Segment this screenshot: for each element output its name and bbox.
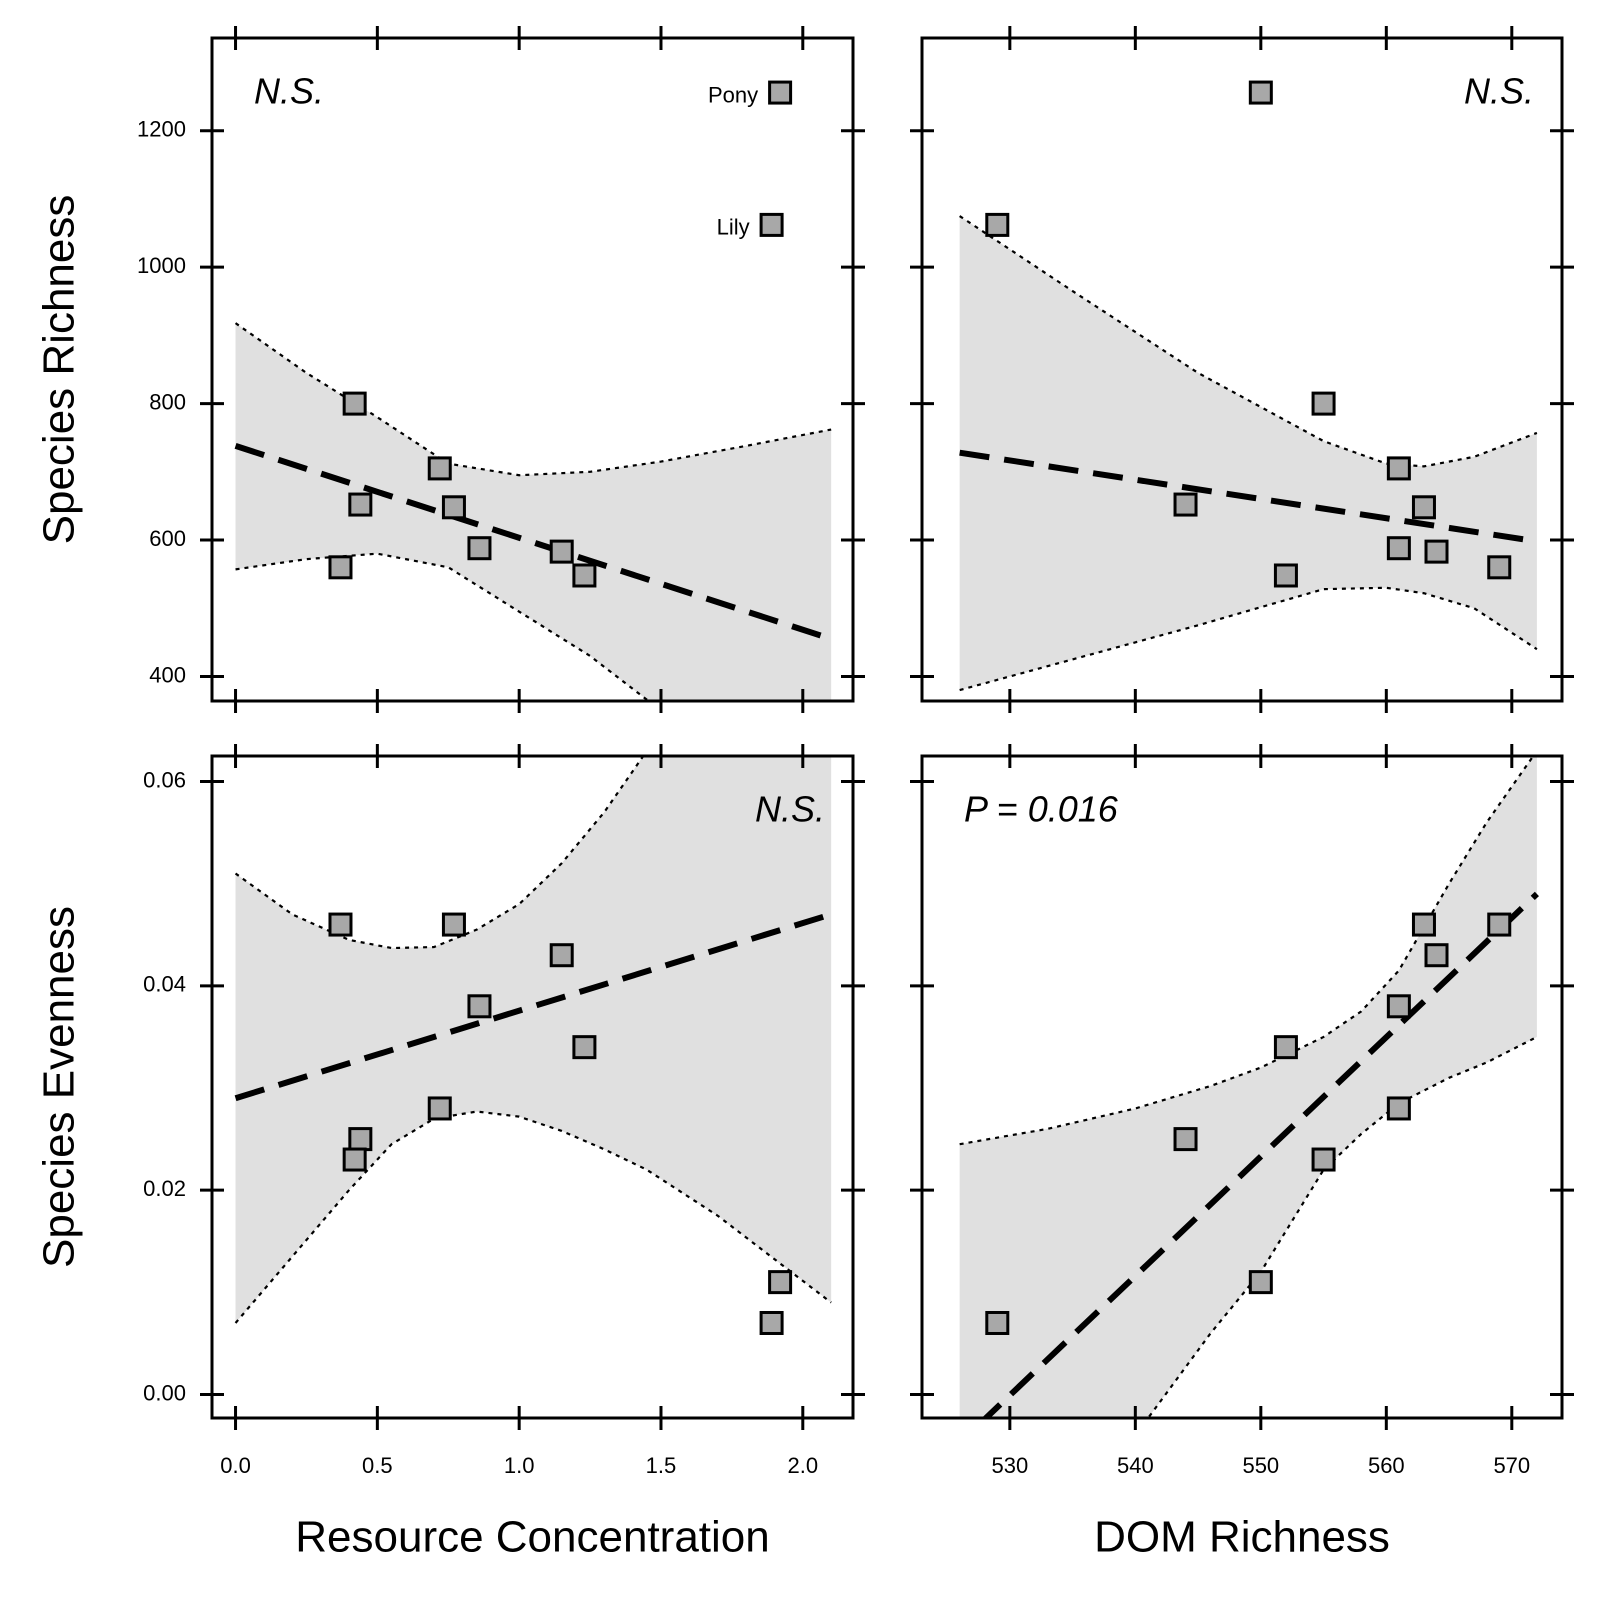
y-tick-label: 0.06 — [143, 767, 186, 792]
panel — [959, 756, 1539, 1418]
point — [1273, 563, 1298, 588]
x-tick-label: 540 — [1117, 1453, 1154, 1478]
x-tick-label: 530 — [991, 1453, 1028, 1478]
point — [572, 563, 597, 588]
fit-line — [959, 449, 1538, 545]
x-tick-label: 560 — [1368, 1453, 1405, 1478]
point — [1311, 1147, 1336, 1172]
point — [1248, 1270, 1273, 1295]
panel-frame — [920, 36, 1564, 703]
x-tick-label: 2.0 — [788, 1453, 819, 1478]
point — [1411, 912, 1436, 937]
y-tick-label: 0.02 — [143, 1176, 186, 1201]
point-label: Pony — [708, 82, 758, 107]
confidence-upper — [959, 756, 1535, 1146]
point — [759, 212, 784, 237]
x-tick-label: 570 — [1493, 1453, 1530, 1478]
point — [1487, 555, 1512, 580]
x-tick-label: 1.0 — [504, 1453, 535, 1478]
point — [549, 943, 574, 968]
point — [985, 212, 1010, 237]
y-tick-label: 1000 — [137, 253, 186, 278]
x-tick-label: 550 — [1242, 1453, 1279, 1478]
x-axis-title: Resource Concentration — [295, 1513, 769, 1562]
point — [1424, 539, 1449, 564]
point — [1173, 492, 1198, 517]
point — [441, 495, 466, 520]
annotation: N.S. — [254, 71, 324, 112]
annotation: N.S. — [1464, 71, 1534, 112]
point — [467, 994, 492, 1019]
point — [549, 539, 574, 564]
point — [768, 80, 793, 105]
point — [328, 912, 353, 937]
point-label: Lily — [717, 215, 750, 240]
x-tick-label: 0.0 — [220, 1453, 251, 1478]
point — [348, 1127, 373, 1152]
y-axis-title: Species Evenness — [35, 906, 84, 1268]
point — [427, 1096, 452, 1121]
y-tick-label: 1200 — [137, 117, 186, 142]
confidence-band — [959, 756, 1537, 1418]
panel — [234, 756, 833, 1324]
y-tick-label: 600 — [149, 526, 186, 551]
confidence-upper — [234, 322, 832, 477]
panel-frame — [920, 754, 1564, 1420]
point — [768, 1270, 793, 1295]
point — [1311, 391, 1336, 416]
y-tick-label: 800 — [149, 389, 186, 414]
x-tick-label: 0.5 — [362, 1453, 393, 1478]
point — [1173, 1127, 1198, 1152]
point — [1386, 536, 1411, 561]
point — [1386, 456, 1411, 481]
y-tick-label: 0.00 — [143, 1380, 186, 1405]
point — [427, 456, 452, 481]
point — [985, 1310, 1010, 1335]
panel-frame — [210, 36, 855, 703]
x-axis-title: DOM Richness — [1094, 1513, 1390, 1562]
fit-line — [234, 911, 833, 1102]
y-tick-label: 400 — [149, 662, 186, 687]
confidence-band — [235, 756, 832, 1323]
point — [342, 1147, 367, 1172]
confidence-band — [235, 323, 832, 701]
point — [467, 536, 492, 561]
y-axis-title: Species Richness — [35, 195, 84, 545]
point — [1424, 943, 1449, 968]
point — [342, 391, 367, 416]
confidence-lower — [234, 1110, 832, 1324]
confidence-upper — [959, 215, 1538, 468]
point — [572, 1035, 597, 1060]
point — [328, 555, 353, 580]
confidence-upper — [234, 756, 645, 950]
fit-line — [234, 443, 833, 642]
confidence-lower — [235, 552, 651, 701]
point — [1273, 1035, 1298, 1060]
confidence-band — [959, 216, 1537, 691]
panel-frame — [210, 754, 855, 1420]
annotation: N.S. — [755, 789, 825, 830]
point — [1411, 495, 1436, 520]
fit-line — [981, 891, 1539, 1418]
point — [759, 1310, 784, 1335]
panel — [234, 322, 833, 701]
confidence-lower — [959, 586, 1538, 692]
point — [1487, 912, 1512, 937]
panel — [959, 215, 1538, 692]
x-tick-label: 1.5 — [646, 1453, 677, 1478]
annotation: P = 0.016 — [964, 789, 1119, 830]
point — [1248, 80, 1273, 105]
y-tick-label: 0.04 — [143, 972, 186, 997]
point — [1386, 1096, 1411, 1121]
point — [1386, 994, 1411, 1019]
point — [348, 492, 373, 517]
point — [441, 912, 466, 937]
